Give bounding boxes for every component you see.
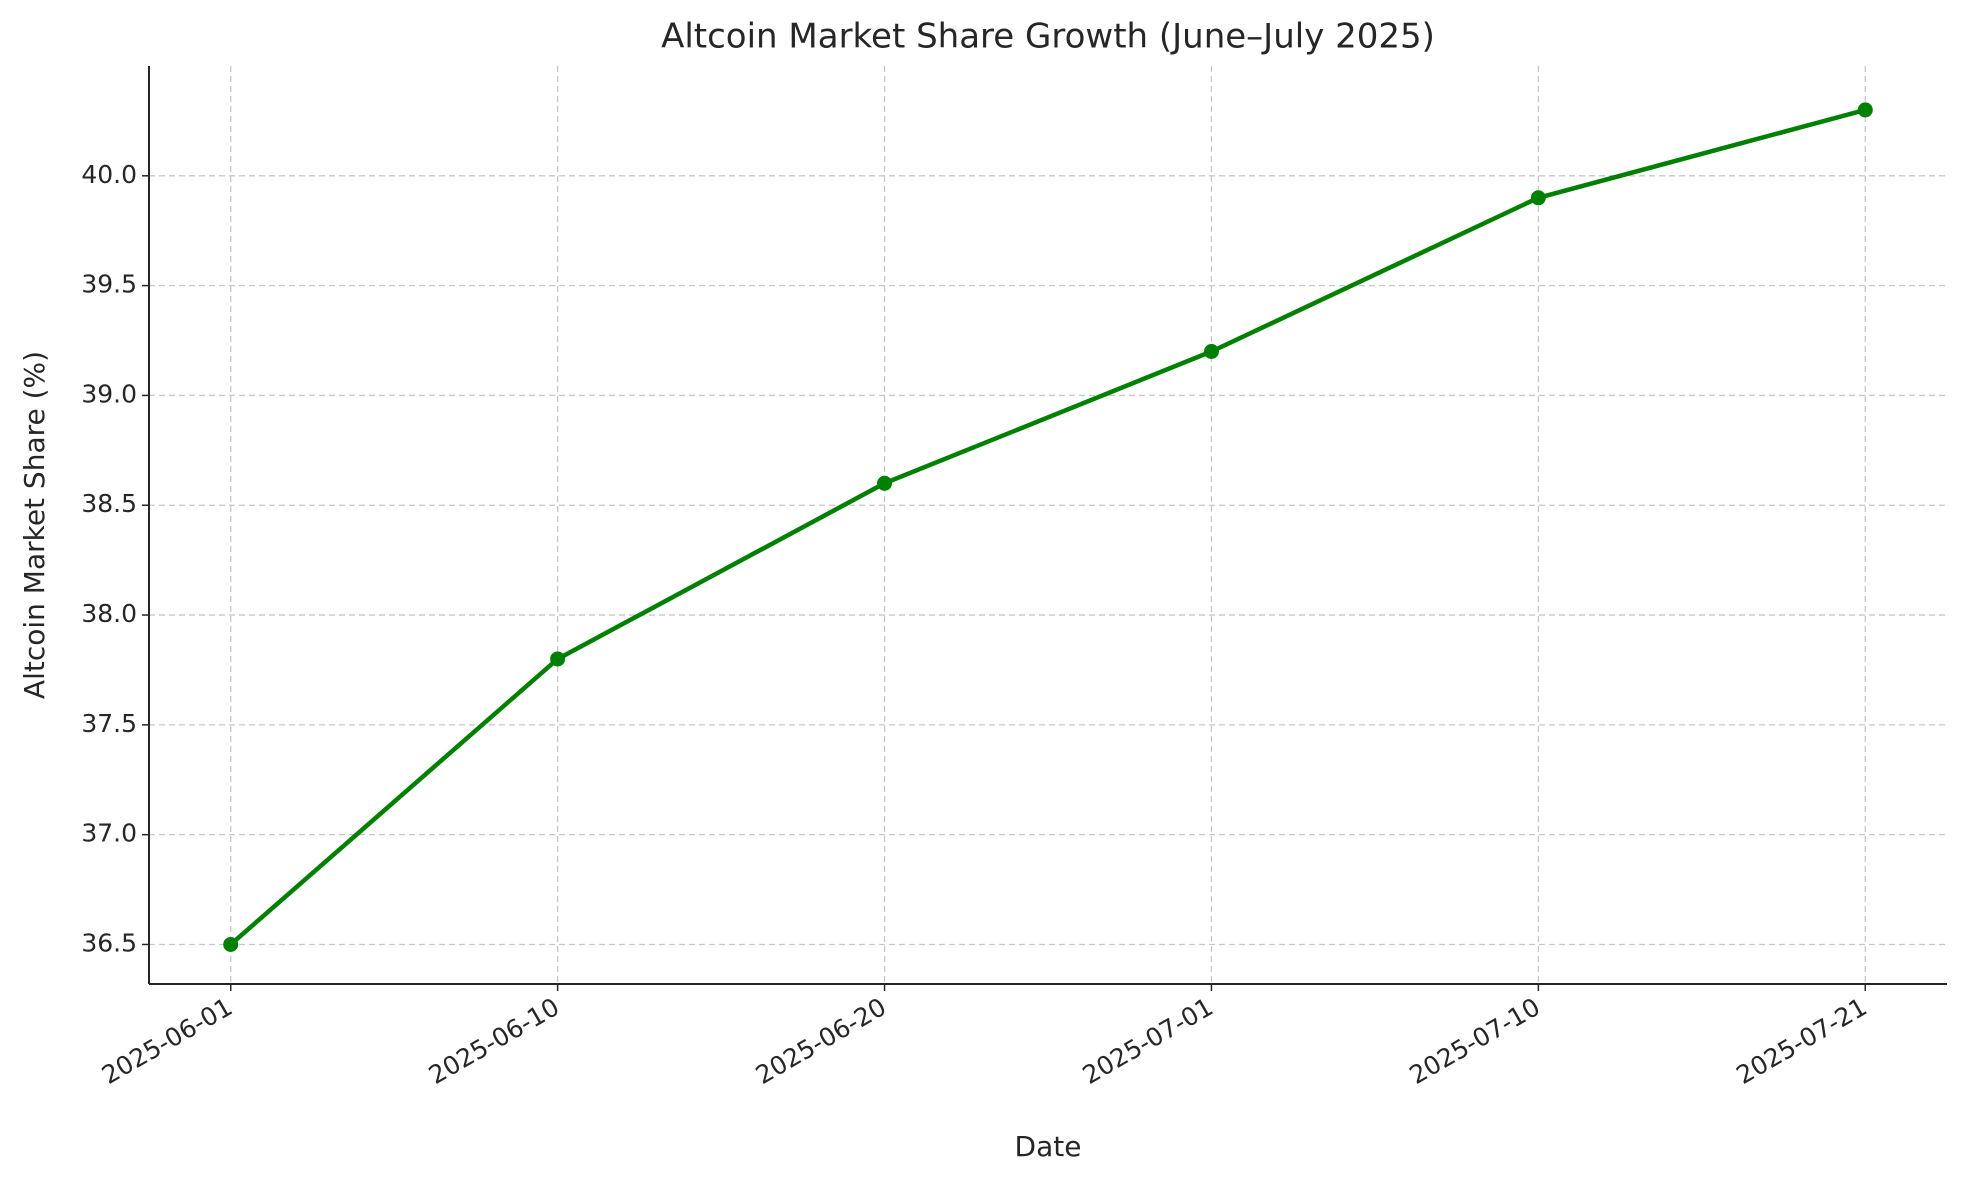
- data-point: [1857, 102, 1873, 118]
- data-point: [877, 475, 893, 491]
- data-point: [223, 936, 239, 952]
- y-tick-label: 38.5: [81, 489, 137, 518]
- x-tick-label: 2025-06-20: [751, 992, 891, 1090]
- y-axis-label: Altcoin Market Share (%): [18, 351, 51, 699]
- data-point: [1203, 344, 1219, 360]
- chart-title: Altcoin Market Share Growth (June–July 2…: [661, 17, 1435, 57]
- data-point: [550, 651, 566, 667]
- y-tick-label: 38.0: [81, 599, 137, 628]
- x-tick-label: 2025-07-21: [1731, 992, 1871, 1090]
- series-line: [229, 107, 1866, 947]
- data-point: [1530, 190, 1546, 206]
- y-tick-label: 36.5: [81, 928, 137, 957]
- x-axis-label: Date: [1015, 1130, 1082, 1163]
- y-tick-label: 40.0: [81, 160, 137, 189]
- x-tick-label: 2025-07-01: [1078, 992, 1218, 1090]
- y-tick-label: 39.5: [81, 270, 137, 299]
- y-tick-label: 37.0: [81, 819, 137, 848]
- y-tick-label: 39.0: [81, 379, 137, 408]
- x-tick-label: 2025-07-10: [1405, 992, 1545, 1090]
- x-tick-label: 2025-06-01: [97, 992, 237, 1090]
- y-tick-label: 37.5: [81, 709, 137, 738]
- x-tick-label: 2025-06-10: [424, 992, 564, 1090]
